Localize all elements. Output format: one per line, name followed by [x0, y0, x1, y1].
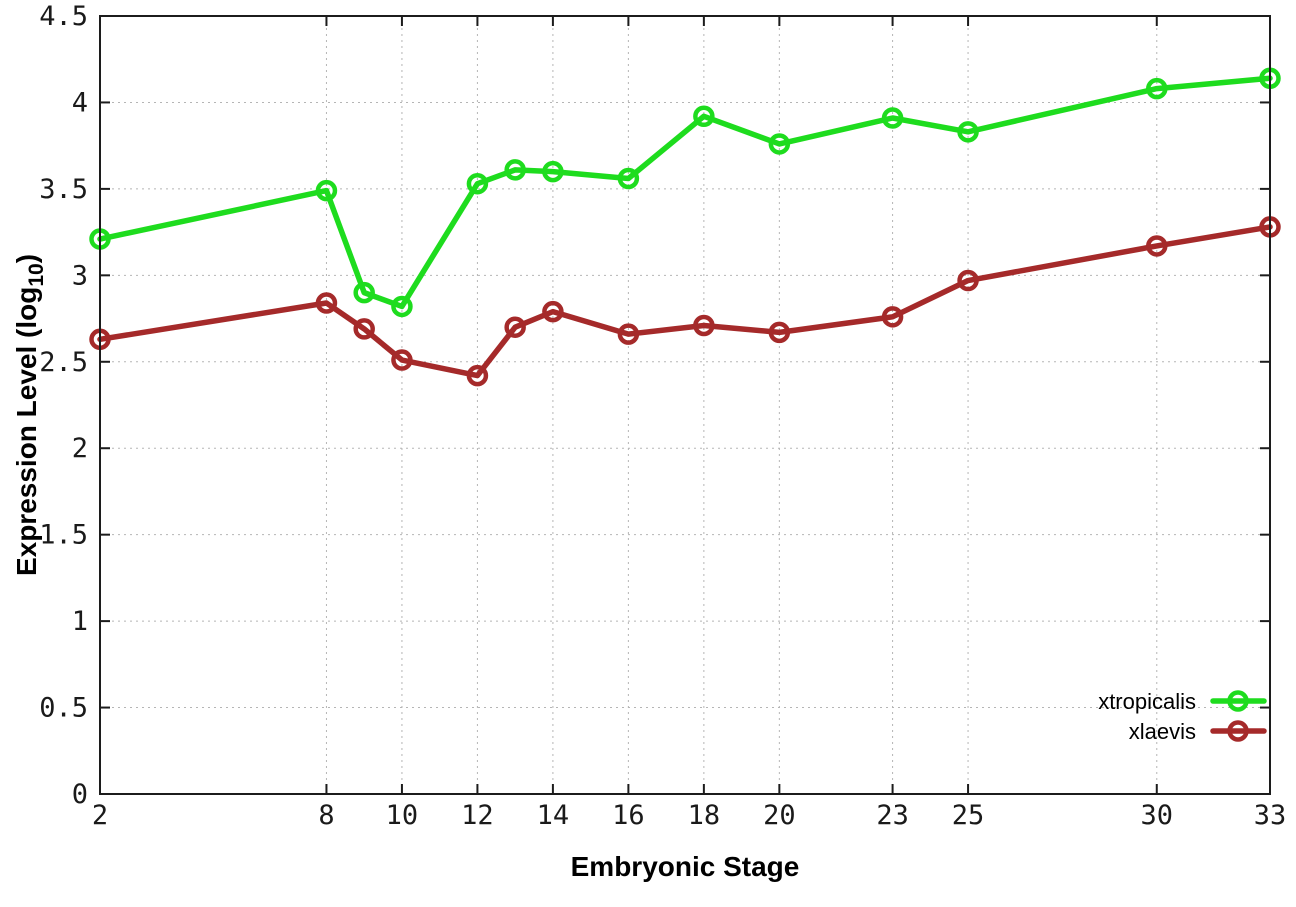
data-point-xtropicalis: [768, 133, 791, 155]
y-tick-label: 2.5: [39, 347, 88, 378]
x-tick-label: 14: [537, 800, 570, 831]
x-tick-label: 23: [876, 800, 909, 831]
y-tick-label: 3: [72, 260, 88, 291]
series-line-xtropicalis: [97, 75, 1273, 310]
series-line-xlaevis: [97, 224, 1273, 379]
y-tick-label: 4: [72, 87, 88, 118]
legend: xtropicalis xlaevis: [1098, 689, 1267, 744]
data-point-xlaevis: [693, 314, 715, 337]
data-point-xlaevis: [466, 364, 489, 387]
data-point-xlaevis: [504, 316, 526, 338]
y-tick-label: 1.5: [39, 520, 88, 551]
data-point-xtropicalis: [504, 159, 526, 181]
y-axis-title-close: ): [11, 254, 42, 263]
x-tick-label: 18: [688, 800, 721, 831]
data-point-xlaevis: [353, 318, 375, 340]
y-tick-label: 3.5: [39, 174, 88, 205]
x-tick-label: 12: [461, 800, 494, 831]
grid-layer: [100, 16, 1270, 794]
plot-border: [99, 15, 1271, 795]
data-point-xlaevis: [957, 269, 979, 292]
data-point-xlaevis: [617, 323, 640, 345]
data-point-xlaevis: [391, 349, 413, 371]
y-tick-label: 1: [72, 606, 88, 637]
legend-marker-xlaevis: [1227, 720, 1249, 742]
data-point-xtropicalis: [693, 105, 715, 128]
x-tick-label: 16: [612, 800, 645, 831]
legend-marker-xtropicalis: [1227, 690, 1249, 712]
y-tick-label: 0.5: [39, 693, 88, 724]
data-point-xtropicalis: [315, 179, 338, 202]
data-point-xtropicalis: [391, 295, 413, 318]
legend-label-xtropicalis: xtropicalis: [1098, 689, 1196, 714]
data-point-xlaevis: [315, 292, 338, 314]
x-axis-title: Embryonic Stage: [571, 851, 800, 882]
legend-label-xlaevis: xlaevis: [1129, 719, 1196, 744]
y-tick-label: 2: [72, 433, 88, 464]
y-tick-label: 4.5: [39, 1, 88, 32]
x-tick-label: 20: [763, 800, 796, 831]
series-layer: [89, 67, 1281, 387]
plot-border-layer: [99, 15, 1271, 795]
data-point-xtropicalis: [957, 121, 979, 143]
x-tick-label: 25: [952, 800, 985, 831]
data-point-xtropicalis: [466, 172, 489, 195]
x-tick-label: 8: [318, 800, 334, 831]
y-axis-title-main: Expression Level (log: [11, 287, 42, 576]
x-tick-label: 2: [92, 800, 108, 831]
data-point-xlaevis: [542, 300, 564, 323]
y-tick-label: 0: [72, 779, 88, 810]
data-point-xlaevis: [881, 306, 904, 328]
data-point-xtropicalis: [353, 281, 375, 304]
data-point-xtropicalis: [542, 160, 564, 183]
data-point-xtropicalis: [1146, 77, 1168, 100]
x-tick-label: 30: [1141, 800, 1174, 831]
y-axis-title: Expression Level (log10): [11, 254, 48, 576]
y-axis-title-subscript: 10: [25, 263, 48, 286]
data-point-xtropicalis: [617, 167, 640, 190]
legend-entry-xtropicalis: xtropicalis: [1098, 689, 1267, 714]
legend-entry-xlaevis: xlaevis: [1129, 719, 1267, 744]
x-tick-label: 33: [1254, 800, 1287, 831]
x-tick-label: 10: [386, 800, 419, 831]
tick-layer: 2 8 10 12 14 16 18 20 23 25 30 33 0 0.5 1 1.5 2 2.5 3 3.5 4 4…: [39, 1, 1286, 831]
data-point-xlaevis: [768, 321, 791, 344]
data-point-xlaevis: [1146, 235, 1168, 257]
data-point-xtropicalis: [881, 107, 904, 129]
